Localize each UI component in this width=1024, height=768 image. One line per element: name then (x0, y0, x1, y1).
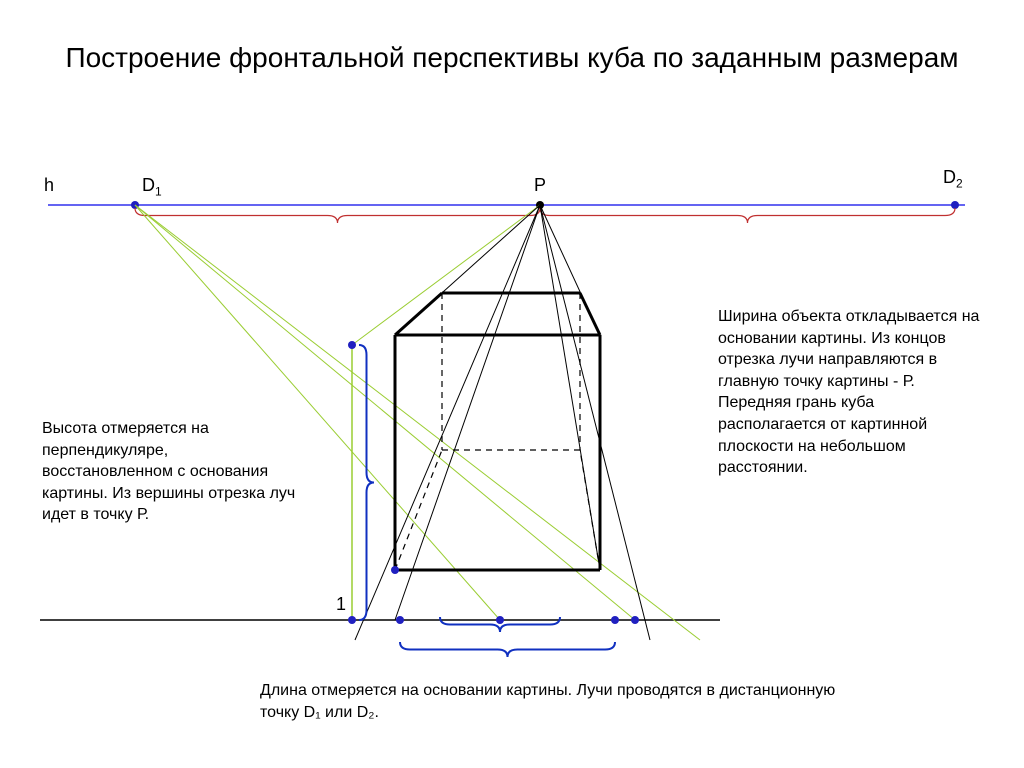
perspective-diagram (0, 0, 1024, 768)
